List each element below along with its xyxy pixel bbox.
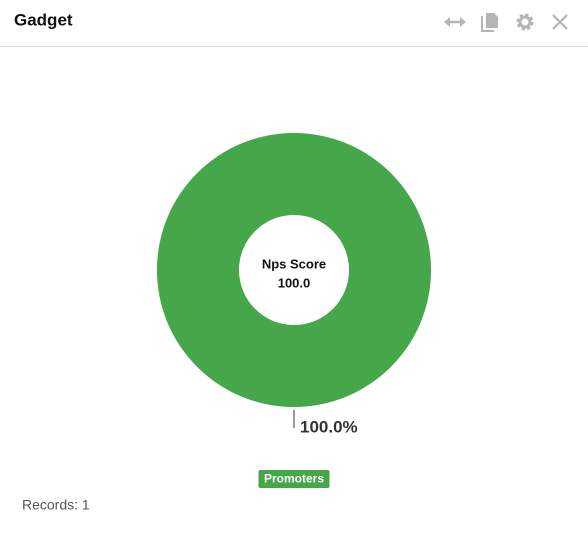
copy-icon[interactable] [481, 13, 498, 32]
close-icon[interactable] [552, 14, 568, 30]
center-title: Nps Score [262, 256, 326, 271]
chart: 100.0% Nps Score 100.0 Promoters [156, 132, 432, 488]
center-value: 100.0 [278, 275, 311, 290]
settings-icon[interactable] [516, 13, 534, 31]
gadget-title: Gadget [14, 10, 73, 29]
slice [156, 132, 432, 408]
toolbar [444, 13, 568, 32]
resize-icon[interactable] [444, 17, 466, 27]
slice-label: 100.0% [300, 417, 358, 436]
legend-label: Promoters [264, 472, 324, 486]
records-count: Records: 1 [22, 497, 90, 513]
legend-badge [258, 470, 330, 488]
